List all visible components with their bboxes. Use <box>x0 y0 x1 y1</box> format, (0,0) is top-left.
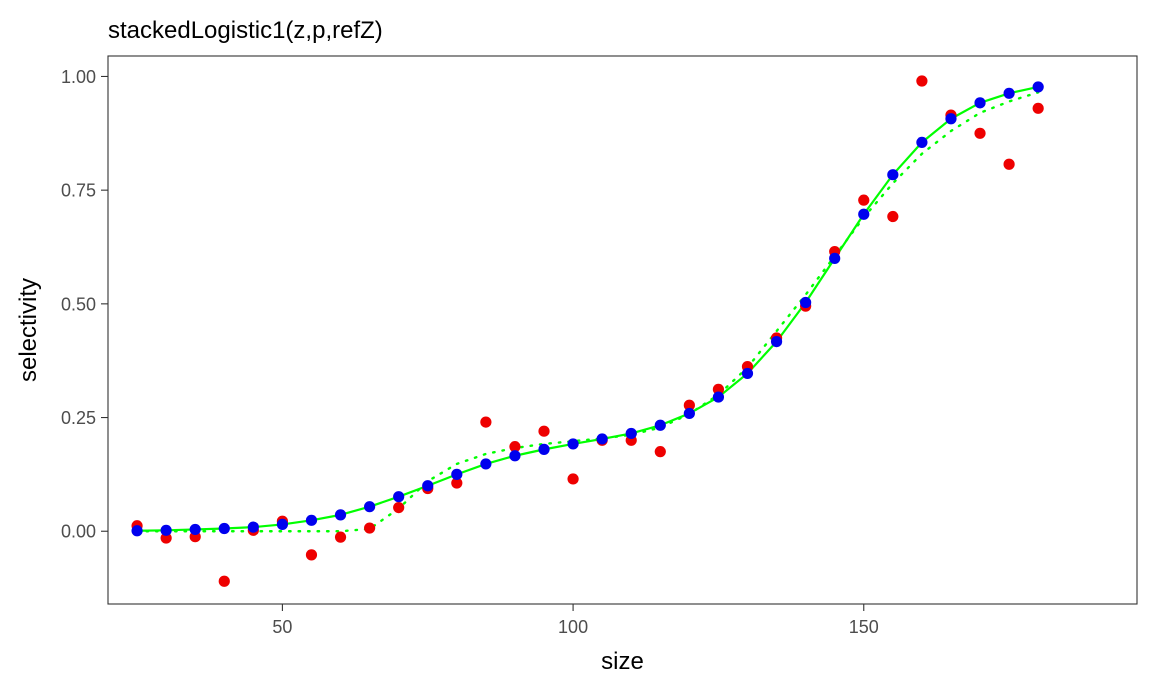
observed-point <box>1003 158 1015 170</box>
model-point <box>1032 81 1044 93</box>
model-point <box>654 419 666 431</box>
observed-point <box>305 549 318 561</box>
model-point <box>538 443 550 455</box>
fit-curve-dotted-line <box>135 91 1040 533</box>
model-point <box>770 336 783 348</box>
model-point <box>945 113 957 125</box>
chart-title: stackedLogistic1(z,p,refZ) <box>108 17 383 44</box>
model-point <box>480 458 492 470</box>
model-point <box>887 169 899 181</box>
model-point <box>712 391 725 403</box>
model-point <box>276 518 289 531</box>
x-tick-label: 150 <box>849 617 879 637</box>
observed-point <box>916 75 928 87</box>
y-tick-label: 0.50 <box>61 294 96 314</box>
observed-point <box>1032 102 1044 114</box>
observed-point <box>567 473 579 485</box>
observed-point <box>887 210 899 223</box>
model-point <box>364 501 376 513</box>
observed-point <box>654 446 666 458</box>
model-point <box>974 97 986 109</box>
model-point <box>218 522 230 535</box>
observed-point <box>160 532 172 544</box>
x-tick-label: 100 <box>558 617 588 637</box>
x-axis: 50 100 150 <box>272 604 879 637</box>
observed-point <box>858 194 870 206</box>
model-point <box>916 136 928 149</box>
y-axis: 0.00 0.25 0.50 0.75 1.00 <box>61 67 108 542</box>
chart-marks <box>131 75 1044 587</box>
plot-panel <box>107 55 1138 605</box>
y-tick-label: 0.25 <box>61 408 96 428</box>
observed-point <box>218 575 230 587</box>
y-axis-title: selectivity <box>15 278 42 382</box>
model-point <box>509 450 521 462</box>
observed-point <box>393 501 405 514</box>
y-tick-label: 1.00 <box>61 67 96 87</box>
model-point <box>800 296 812 309</box>
model-point <box>829 252 841 264</box>
model-point <box>625 427 637 440</box>
x-axis-title: size <box>601 648 644 675</box>
observed-point <box>683 399 695 411</box>
observed-point <box>480 416 492 428</box>
observed-point <box>509 441 521 453</box>
model-point <box>305 514 318 526</box>
model-point <box>160 524 172 536</box>
model-point <box>451 468 463 480</box>
y-tick-label: 0.75 <box>61 181 96 201</box>
model-point <box>858 208 870 220</box>
model-point <box>567 438 579 450</box>
model-point <box>334 509 347 521</box>
model-point <box>741 367 754 380</box>
model-point <box>422 480 434 492</box>
observed-point <box>712 383 725 395</box>
observed-point <box>538 425 550 437</box>
y-tick-label: 0.00 <box>61 522 96 542</box>
model-point <box>247 521 259 533</box>
x-tick-label: 50 <box>272 617 292 637</box>
observed-point <box>451 477 463 489</box>
model-point <box>393 491 405 503</box>
model-point <box>131 525 143 537</box>
observed-point <box>974 127 986 139</box>
model-point <box>189 523 201 536</box>
model-point <box>596 433 608 445</box>
model-point <box>683 407 695 420</box>
observed-point <box>334 531 347 543</box>
model-point <box>1003 87 1015 99</box>
observed-point <box>364 522 376 534</box>
